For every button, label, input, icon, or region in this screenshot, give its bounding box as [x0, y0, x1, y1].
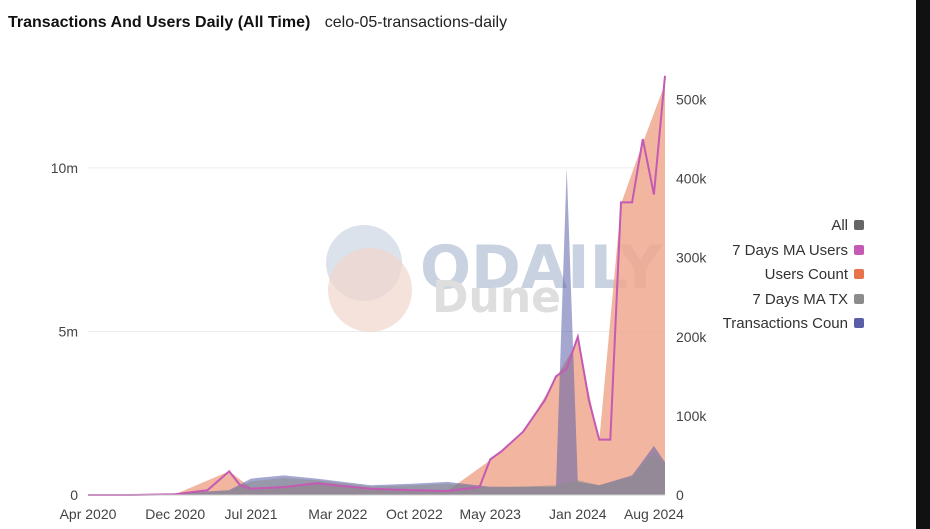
legend-swatch — [854, 318, 864, 329]
x-tick-label: Apr 2020 — [60, 506, 117, 522]
series-users-count-area — [88, 83, 665, 495]
x-tick-label: Mar 2022 — [308, 506, 367, 522]
legend-item[interactable]: 7 Days MA Users — [723, 241, 864, 266]
legend-item[interactable]: 7 Days MA TX — [723, 290, 864, 315]
x-tick-label: Oct 2022 — [386, 506, 443, 522]
legend-label: Users Count — [764, 266, 848, 283]
x-tick-label: Dec 2020 — [145, 506, 205, 522]
x-tick-label: Jan 2024 — [549, 506, 607, 522]
legend-swatch — [854, 269, 864, 280]
chart-title: Transactions And Users Daily (All Time) — [8, 14, 311, 31]
y-right-tick-label: 500k — [676, 92, 707, 108]
x-tick-label: Aug 2024 — [624, 506, 684, 522]
legend-label: 7 Days MA Users — [732, 241, 848, 259]
x-tick-label: May 2023 — [459, 506, 521, 522]
series-ma-tx-area — [88, 452, 665, 495]
legend-label: Transactions Coun — [722, 315, 848, 332]
y-left-tick-label: 10m — [51, 160, 78, 176]
y-right-tick-label: 400k — [676, 171, 707, 187]
legend-item[interactable]: Users Count — [723, 265, 864, 290]
dune-watermark: Dune — [432, 272, 561, 323]
y-left-tick-label: 0 — [70, 487, 78, 503]
legend-swatch — [854, 244, 864, 255]
chart-legend: All 7 Days MA Users Users Count 7 Days MA T… — [723, 216, 864, 339]
y-right-tick-label: 300k — [676, 250, 707, 266]
y-left-tick-label: 5m — [59, 323, 78, 339]
y-right-tick-label: 200k — [676, 329, 707, 345]
chart-header: Transactions And Users Daily (All Time) … — [8, 14, 507, 32]
legend-label: All — [831, 217, 848, 234]
legend-swatch — [854, 220, 864, 231]
legend-label: 7 Days MA TX — [752, 290, 848, 308]
legend-item[interactable]: All — [723, 216, 864, 241]
y-right-tick-label: 0 — [676, 487, 684, 503]
legend-swatch — [854, 293, 864, 304]
series-ma-users-line — [88, 75, 666, 496]
legend-item[interactable]: Transactions Coun — [723, 314, 864, 339]
window-edge — [916, 0, 930, 529]
x-tick-label: Jul 2021 — [225, 506, 278, 522]
y-right-tick-label: 100k — [676, 408, 707, 424]
dune-logo-icon — [328, 248, 412, 332]
query-name: celo-05-transactions-daily — [324, 14, 508, 31]
